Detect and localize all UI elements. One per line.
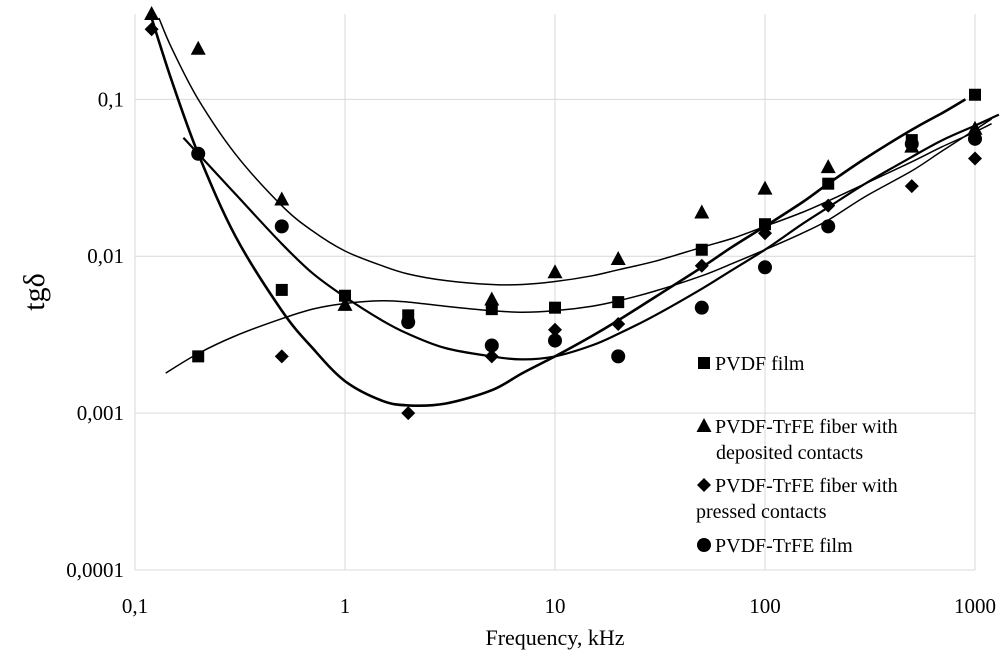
data-point-square <box>192 350 205 363</box>
legend-marker-triangle <box>696 418 712 432</box>
data-point-square <box>759 218 771 231</box>
data-point-triangle <box>757 180 773 195</box>
data-point-square <box>695 243 708 256</box>
y-tick-label: 0,01 <box>87 244 124 268</box>
data-point-circle <box>694 300 709 315</box>
x-tick-label: 0,1 <box>122 594 148 618</box>
x-tick-label: 10 <box>545 594 566 618</box>
data-point-triangle <box>274 191 290 206</box>
data-point-diamond <box>968 151 982 166</box>
data-point-diamond <box>144 22 159 37</box>
data-point-triangle <box>820 159 836 174</box>
axes <box>134 14 975 571</box>
legend-marker-diamond <box>697 478 711 492</box>
legend-label: deposited contacts <box>716 442 863 464</box>
data-point-triangle <box>610 251 626 266</box>
data-point-diamond <box>821 198 836 213</box>
data-point-circle <box>758 260 772 275</box>
data-point-square <box>822 177 835 190</box>
data-point-square <box>612 296 625 309</box>
data-point-circle <box>611 349 626 364</box>
y-tick-label: 0,001 <box>77 401 124 425</box>
data-point-diamond <box>758 226 772 241</box>
data-point-square <box>549 301 561 314</box>
data-point-diamond <box>274 349 289 364</box>
data-point-triangle <box>547 264 563 279</box>
data-point-square <box>339 289 351 302</box>
x-tick-label: 100 <box>749 594 781 618</box>
trend-lines <box>150 17 1000 408</box>
trend-line-series-3 <box>150 17 967 408</box>
trend-line-series-4 <box>182 113 1000 361</box>
legend-label: PVDF-TrFE fiber with <box>715 416 898 438</box>
data-point-triangle <box>190 40 206 55</box>
tick-labels: 0,1 1 10 100 1000 0,0001 0,001 0,01 0,1 <box>66 87 996 618</box>
data-point-square <box>275 283 288 296</box>
y-tick-label: 0,1 <box>98 87 124 111</box>
data-point-diamond <box>904 179 919 194</box>
data-point-triangle <box>484 291 500 306</box>
data-point-diamond <box>484 349 499 364</box>
data-point-circle <box>401 315 416 330</box>
data-point-diamond <box>548 322 562 337</box>
data-point-circle <box>968 131 982 146</box>
gridlines <box>135 14 976 570</box>
data-point-triangle <box>144 6 160 20</box>
data-point-circle <box>821 219 836 234</box>
x-tick-label: 1000 <box>954 594 996 618</box>
data-point-circle <box>548 333 562 348</box>
legend-marker-square <box>698 357 710 369</box>
data-point-triangle <box>337 296 353 311</box>
data-point-circle <box>904 136 919 151</box>
data-point-diamond <box>611 316 626 331</box>
data-point-diamond <box>694 258 709 273</box>
legend-marker-circle <box>697 538 711 552</box>
data-point-triangle <box>967 120 983 135</box>
x-axis-title: Frequency, kHz <box>485 625 624 650</box>
data-point-square <box>485 303 498 316</box>
legend-label: PVDF film <box>715 353 805 375</box>
legend-label: PVDF-TrFE fiber with <box>715 475 898 497</box>
data-markers <box>144 6 983 421</box>
legend-label: PVDF-TrFE film <box>715 535 853 557</box>
data-point-diamond <box>401 406 416 421</box>
y-tick-label: 0,0001 <box>66 558 124 582</box>
legend-label: pressed contacts <box>696 501 827 523</box>
data-point-square <box>969 88 981 101</box>
data-point-circle <box>274 219 289 234</box>
data-point-triangle <box>694 204 710 219</box>
data-point-circle <box>191 146 206 161</box>
x-tick-label: 1 <box>340 594 351 618</box>
legend: PVDF film PVDF-TrFE fiber with deposited c… <box>696 353 898 557</box>
data-point-circle <box>484 338 499 353</box>
trend-line-series-1 <box>165 118 993 374</box>
y-axis-title: tgδ <box>18 273 51 310</box>
